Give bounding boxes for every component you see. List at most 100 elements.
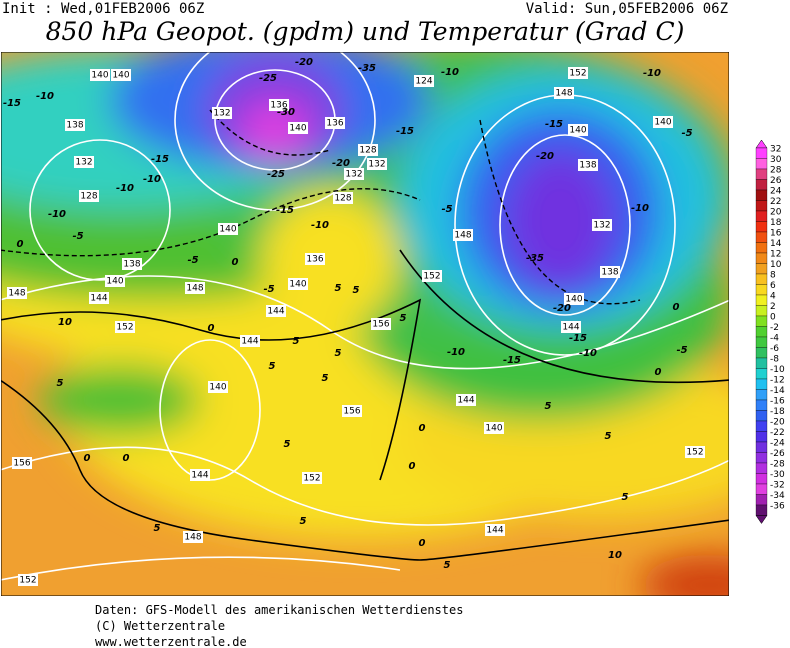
geopotential-label: 140 — [485, 424, 502, 434]
geopotential-label-box — [342, 405, 362, 417]
colorbar-swatch — [755, 357, 768, 369]
temperature-label: 0 — [655, 367, 662, 378]
temperature-label: 5 — [269, 361, 276, 372]
temperature-label: -15 — [3, 98, 21, 109]
colorbar-label: -28 — [770, 460, 785, 470]
geopotential-label-box — [484, 422, 504, 434]
temperature-label: -5 — [263, 284, 274, 295]
temperature-label: -10 — [48, 209, 66, 220]
geopotential-label: 128 — [80, 192, 97, 202]
temperature-label: 10 — [608, 550, 622, 561]
geopotential-label-box — [212, 107, 232, 119]
geopotential-label: 144 — [267, 307, 284, 317]
geopotential-label: 152 — [686, 448, 703, 458]
colorbar-swatch — [755, 504, 768, 516]
temperature-label: 5 — [444, 560, 451, 571]
colorbar-swatch — [755, 294, 768, 306]
colorbar-swatch — [755, 263, 768, 275]
temperature-label: 0 — [17, 239, 24, 250]
colorbar-label: 32 — [770, 145, 781, 155]
geopotential-label-box — [105, 275, 125, 287]
geopotential-label: 132 — [213, 109, 230, 119]
temperature-label: -15 — [396, 126, 414, 137]
geopotential-label: 140 — [289, 124, 306, 134]
geopotential-label-box — [12, 457, 32, 469]
website: www.wetterzentrale.de — [95, 635, 247, 648]
colorbar-swatch — [755, 315, 768, 327]
colorbar-label: 20 — [770, 208, 782, 218]
colorbar-bottom-arrow — [755, 515, 768, 524]
geopotential-label-box — [302, 472, 322, 484]
geopotential-label: 144 — [241, 337, 258, 347]
colorbar-swatch — [755, 326, 768, 338]
geopotential-label-box — [367, 158, 387, 170]
temperature-label: 5 — [545, 401, 552, 412]
temperature-label: 5 — [300, 516, 307, 527]
temperature-label: 0 — [84, 453, 91, 464]
geopotential-label: 148 — [454, 231, 471, 241]
colorbar-label: 22 — [770, 197, 781, 207]
colorbar-swatch — [755, 158, 768, 170]
geopotential-label-box — [208, 381, 228, 393]
geopotential-label: 144 — [562, 323, 579, 333]
geopotential-label-box — [190, 469, 210, 481]
geopotential-label: 152 — [423, 272, 440, 282]
geopotential-label-box — [79, 190, 99, 202]
colorbar-label: -12 — [770, 376, 785, 386]
geopotential-label-box — [185, 282, 205, 294]
temperature-label: -35 — [526, 253, 544, 264]
temperature-label: 5 — [293, 336, 300, 347]
geopotential-label-box — [288, 122, 308, 134]
colorbar-swatch — [755, 273, 768, 285]
geopotential-label-box — [269, 99, 289, 111]
temperature-label: -10 — [643, 68, 661, 79]
geopotential-label-box — [600, 266, 620, 278]
temperature-label: -10 — [116, 183, 134, 194]
geopotential-label: 140 — [106, 277, 123, 287]
colorbar-label: -18 — [770, 407, 785, 417]
geopotential-label-box — [325, 117, 345, 129]
geopotential-label: 136 — [306, 255, 323, 265]
temperature-label: 5 — [335, 348, 342, 359]
colorbar-swatch — [755, 179, 768, 191]
geopotential-label: 138 — [66, 121, 83, 131]
valid-time: Valid: Sun,05FEB2006 06Z — [526, 1, 728, 17]
temperature-label: 0 — [419, 538, 426, 549]
colorbar-label: 6 — [770, 281, 776, 291]
colorbar-label: -22 — [770, 428, 785, 438]
temperature-label: -10 — [447, 347, 465, 358]
geopotential-label-box — [240, 335, 260, 347]
temperature-label: 0 — [419, 423, 426, 434]
colorbar-label: -26 — [770, 449, 785, 459]
colorbar-label: 30 — [770, 155, 782, 165]
geopotential-label-box — [111, 69, 131, 81]
colorbar-swatch — [755, 305, 768, 317]
temperature-label: 5 — [284, 439, 291, 450]
geopotential-label-box — [90, 69, 110, 81]
temperature-label: -15 — [151, 154, 169, 165]
temperature-label: -5 — [681, 128, 692, 139]
colorbar-label: 26 — [770, 176, 782, 186]
geopotential-label: 152 — [569, 69, 586, 79]
geopotential-label: 144 — [457, 396, 474, 406]
colorbar-label: -16 — [770, 397, 785, 407]
geopotential-label-box — [422, 270, 442, 282]
geopotential-label-box — [183, 531, 203, 543]
temperature-label: -35 — [358, 63, 376, 74]
geopotential-label-box — [371, 318, 391, 330]
temperature-label: -5 — [72, 231, 83, 242]
temperature-label: -5 — [187, 255, 198, 266]
geopotential-label-box — [115, 321, 135, 333]
geopotential-label-box — [592, 219, 612, 231]
geopotential-label-box — [685, 446, 705, 458]
temperature-label: -15 — [569, 333, 587, 344]
geopotential-label-box — [554, 87, 574, 99]
colorbar-label: -6 — [770, 344, 779, 354]
geopotential-label: 156 — [13, 459, 30, 469]
colorbar-swatch — [755, 231, 768, 243]
geopotential-label-box — [288, 278, 308, 290]
geopotential-label: 144 — [486, 526, 503, 536]
colorbar-label: -2 — [770, 323, 779, 333]
temperature-label: -30 — [277, 107, 295, 118]
